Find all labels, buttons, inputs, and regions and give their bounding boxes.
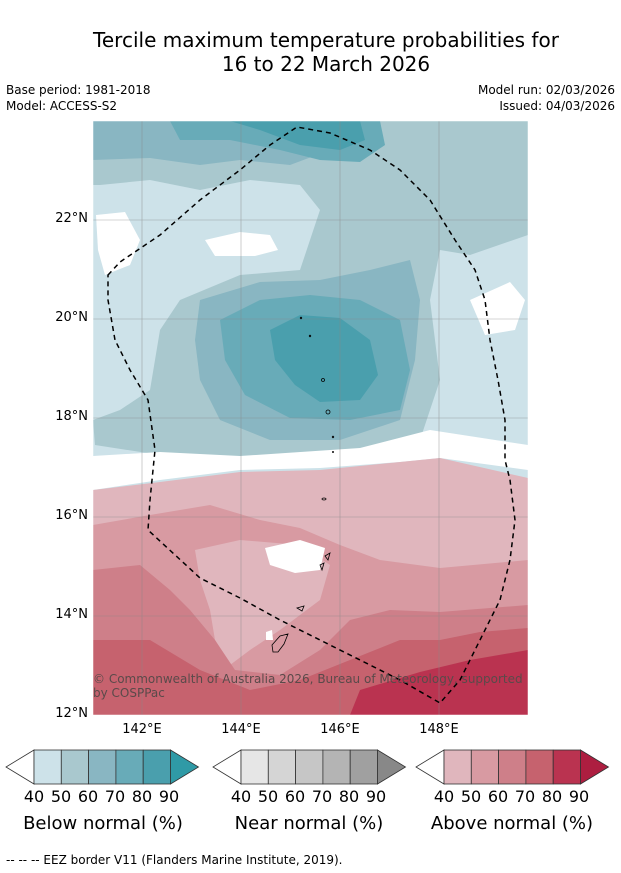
near-level-70: 70 [311,787,333,806]
eez-border [107,126,516,704]
near-normal-patch-4 [265,540,325,573]
meta-right: Model run: 02/03/2026 Issued: 04/03/2026 [478,82,615,114]
x-tick-148e: 148°E [419,722,459,737]
below-colorbar-low-extend [5,749,35,785]
base-period: Base period: 1981-2018 [6,83,151,97]
near-normal-label: Near normal (%) [234,813,384,834]
above-level-50: 50 [460,787,482,806]
issued-date: Issued: 04/03/2026 [499,99,615,113]
above-level-70: 70 [514,787,536,806]
near-colorbar-high-extend [377,749,407,785]
map-contours [93,121,528,715]
below-colorbar-segment [115,749,144,785]
near-normal-band [93,430,528,490]
above-level-80: 80 [541,787,563,806]
near-level-40: 40 [230,787,252,806]
below-level-60: 60 [77,787,99,806]
y-tick-22n: 22°N [55,211,88,226]
near-colorbar-segment [349,749,378,785]
above-colorbar-low-extend [415,749,445,785]
near-colorbar-low-extend [212,749,242,785]
meta-left: Base period: 1981-2018 Model: ACCESS-S2 [6,82,151,114]
below-normal-label: Below normal (%) [23,813,183,834]
below-colorbar-segment [60,749,89,785]
below-level-50: 50 [50,787,72,806]
above-colorbar-segment [525,749,554,785]
title-line-1: Tercile maximum temperature probabilitie… [93,28,559,52]
y-tick-16n: 16°N [55,508,88,523]
above-colorbar-segment [443,749,472,785]
below-level-90: 90 [158,787,180,806]
above-level-60: 60 [487,787,509,806]
x-tick-142e: 142°E [122,722,162,737]
title-line-2: 16 to 22 March 2026 [221,52,431,76]
copyright-line-1: © Commonwealth of Australia 2026, Bureau… [93,672,523,686]
near-colorbar-segment [267,749,296,785]
gridlines [93,121,528,715]
below-colorbar-segment [33,749,62,785]
map-frame [92,120,529,716]
model-run: Model run: 02/03/2026 [477,83,615,97]
below-colorbar-segment [142,749,171,785]
islands [271,316,335,653]
below-level-70: 70 [104,787,126,806]
near-normal-patch-2 [205,232,278,256]
x-tick-146e: 146°E [320,722,360,737]
near-normal-patch-5 [266,630,273,640]
above-colorbar-segment [552,749,581,785]
model-name: Model: ACCESS-S2 [6,99,118,113]
near-level-90: 90 [365,787,387,806]
near-level-50: 50 [257,787,279,806]
above-level-90: 90 [568,787,590,806]
colorbars [5,749,610,785]
near-colorbar-segment [295,749,324,785]
y-tick-18n: 18°N [55,409,88,424]
below-colorbar-high-extend [170,749,200,785]
y-tick-14n: 14°N [55,607,88,622]
y-tick-20n: 20°N [55,310,88,325]
eez-legend-footer: -- -- -- EEZ border V11 (Flanders Marine… [6,853,343,867]
contour-below-80-north [230,121,365,150]
contour-below-80-center [270,315,378,402]
above-normal-label: Above normal (%) [430,813,594,834]
below-level-80: 80 [131,787,153,806]
near-colorbar-segment [322,749,351,785]
below-colorbar-segment [88,749,117,785]
near-level-60: 60 [284,787,306,806]
near-normal-patch-1 [96,212,140,275]
copyright-notice: © Commonwealth of Australia 2026, Bureau… [93,672,523,700]
map-title: Tercile maximum temperature probabilitie… [0,28,621,76]
below-level-40: 40 [23,787,45,806]
x-tick-144e: 144°E [221,722,261,737]
near-colorbar-segment [240,749,269,785]
copyright-line-2: by COSPPac [93,686,165,700]
above-level-40: 40 [433,787,455,806]
near-level-80: 80 [338,787,360,806]
above-colorbar-segment [470,749,499,785]
y-tick-12n: 12°N [55,706,88,721]
above-colorbar-high-extend [580,749,610,785]
above-colorbar-segment [498,749,527,785]
